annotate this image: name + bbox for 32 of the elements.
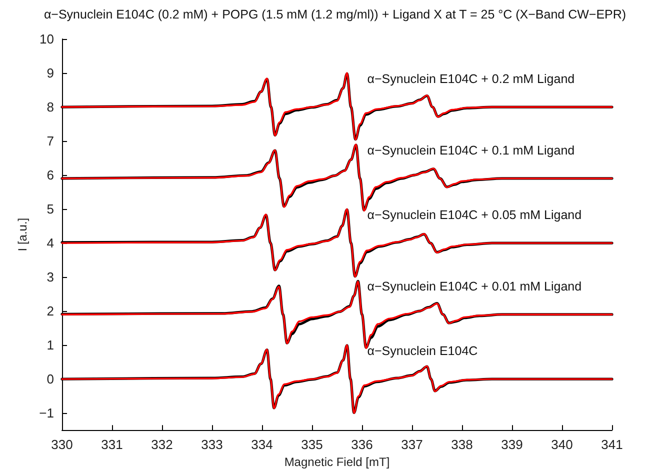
- y-tick-label: 6: [46, 168, 54, 183]
- x-tick-label: 338: [451, 437, 473, 452]
- y-tick-label: 4: [46, 236, 54, 251]
- annotation: α−Synuclein E104C: [367, 344, 478, 358]
- x-axis-title: Magnetic Field [mT]: [284, 455, 390, 469]
- y-tick-label: 3: [46, 270, 54, 285]
- x-tick-label: 337: [401, 437, 423, 452]
- x-tick-label: 333: [201, 437, 223, 452]
- x-tick-label: 332: [151, 437, 173, 452]
- annotation: α−Synuclein E104C + 0.1 mM Ligand: [367, 143, 575, 158]
- chart-title: α−Synuclein E104C (0.2 mM) + POPG (1.5 mM (1.2 mg/ml)) + Ligand X at T = 25 °C (X−Band CW−EPR): [44, 8, 626, 22]
- x-tick-label: 331: [101, 437, 123, 452]
- y-axis-title: I [a.u.]: [15, 218, 30, 252]
- y-tick-label: 7: [46, 134, 54, 149]
- annotation: α−Synuclein E104C + 0.01 mM Ligand: [367, 279, 582, 294]
- y-tick-label: 10: [40, 32, 54, 46]
- y-tick-label: −1: [39, 406, 54, 421]
- y-tick-label: 2: [46, 304, 54, 319]
- y-tick-label: 8: [46, 100, 54, 115]
- y-tick-label: 0: [46, 372, 54, 387]
- y-tick-label: 9: [46, 66, 54, 81]
- y-tick-label: 5: [46, 202, 54, 217]
- x-tick-label: 339: [501, 437, 523, 452]
- y-tick-label: 1: [46, 338, 54, 353]
- x-tick-label: 335: [301, 437, 323, 452]
- x-tick-label: 341: [601, 437, 623, 452]
- x-tick-label: 334: [251, 437, 273, 452]
- x-tick-label: 330: [51, 437, 73, 452]
- annotation: α−Synuclein E104C + 0.05 mM Ligand: [367, 208, 582, 222]
- annotation: α−Synuclein E104C + 0.2 mM Ligand: [367, 72, 575, 86]
- x-tick-label: 336: [351, 437, 373, 452]
- x-tick-label: 340: [551, 437, 573, 452]
